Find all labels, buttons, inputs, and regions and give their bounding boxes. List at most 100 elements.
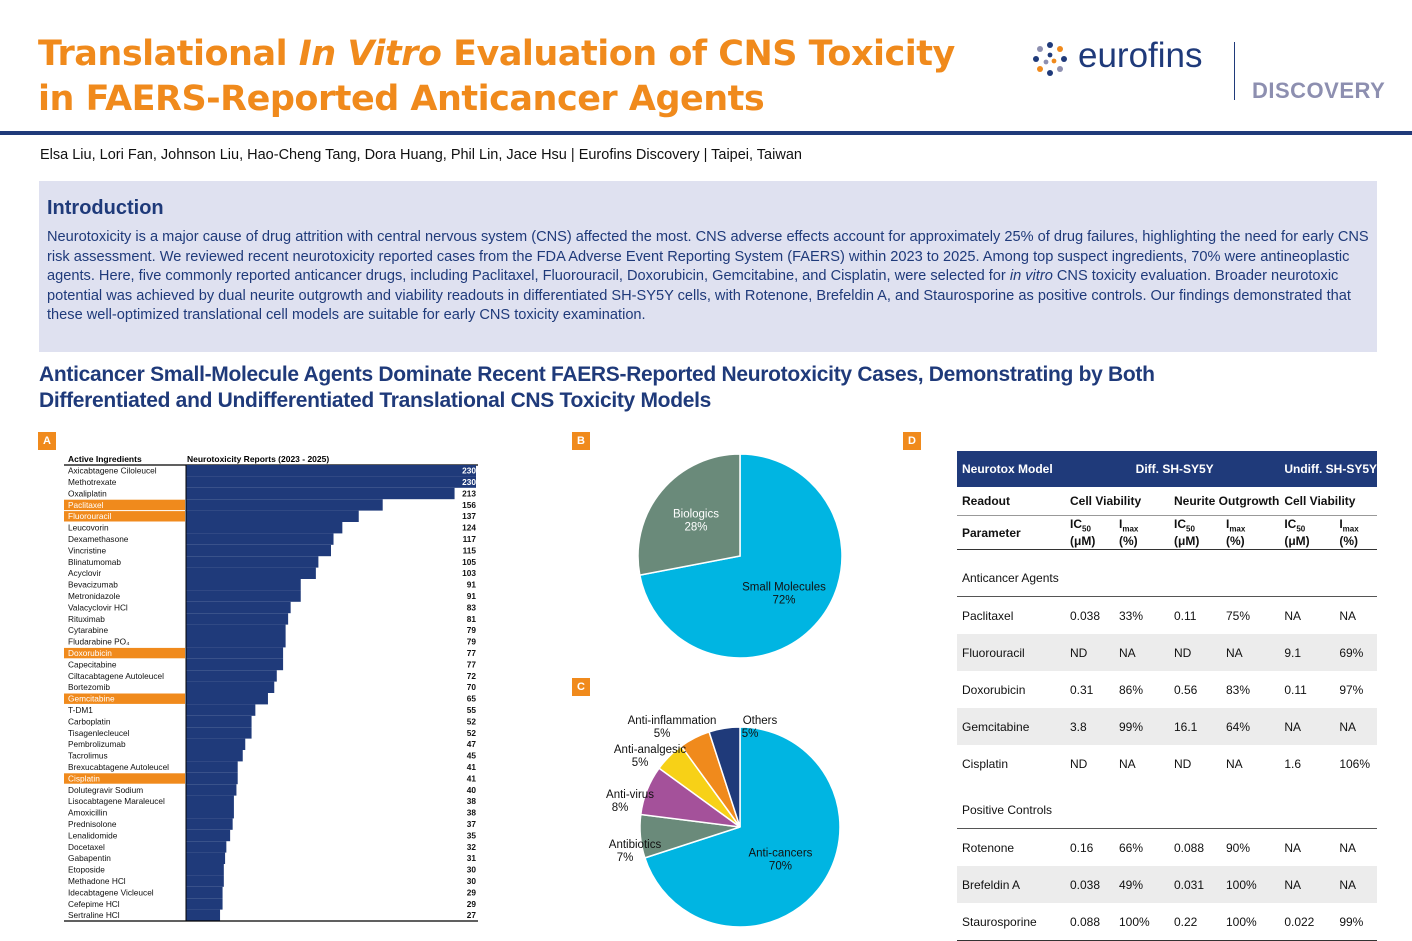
bar-category-label: Oxaliplatin (68, 488, 107, 498)
bar-col-header-ingredients: Active Ingredients (68, 454, 142, 464)
section-heading-line-2: Differentiated and Undifferentiated Tran… (39, 389, 712, 412)
bar (186, 601, 291, 614)
pie-slice-label: Anti-cancers (748, 847, 812, 859)
bar-category-label: Gemcitabine (68, 694, 115, 704)
pie-slice (708, 726, 741, 828)
bar-value-label: 37 (467, 819, 477, 829)
table-compound-cell: Staurosporine (957, 903, 1065, 941)
bar-value-label: 81 (467, 614, 477, 624)
bar-category-label: Gabapentin (68, 853, 111, 863)
table-row: Brefeldin A 0.038 49% 0.031 100% NA NA (957, 866, 1377, 903)
bar-value-label: 83 (467, 602, 477, 612)
table-group-row: Anticancer Agents (957, 549, 1377, 597)
bar-value-label: 91 (467, 591, 477, 601)
readout-undiff-viability: Cell Viability (1279, 487, 1377, 516)
pie-slice-label: Others (743, 715, 778, 727)
table-group-label: Positive Controls (957, 782, 1377, 829)
bar-category-label: Paclitaxel (68, 500, 104, 510)
table-header-row: Neurotox Model Diff. SH-SY5Y Undiff. SH-… (957, 451, 1377, 487)
bar-value-label: 137 (462, 511, 476, 521)
table-value-cell: 0.22 (1169, 903, 1221, 941)
bar (186, 727, 252, 739)
table-value-cell: 0.038 (1065, 866, 1114, 903)
table-row: Cisplatin ND NA ND NA 1.6 106% (957, 745, 1377, 782)
bar-category-label: Lisocabtagene Maraleucel (68, 796, 165, 806)
title-line-2: in FAERS-Reported Anticancer Agents (38, 79, 765, 119)
param-imax: Imax (%) (1220, 515, 1280, 550)
table-value-cell: 3.8 (1065, 708, 1114, 745)
pie-slice (643, 726, 841, 927)
bar (186, 647, 284, 659)
bar (186, 567, 316, 579)
bar-value-label: 77 (467, 648, 477, 658)
bar-category-label: Pembrolizumab (68, 739, 126, 749)
table-value-cell: 0.56 (1174, 682, 1198, 697)
table-value-cell: 9.1 (1279, 634, 1335, 671)
table-value-cell: 0.022 (1279, 903, 1335, 941)
pie-slice-pct: 72% (772, 594, 795, 606)
bar-category-label: Methotrexate (68, 477, 117, 487)
table-value-cell: ND (1174, 756, 1192, 771)
parameter-label: Parameter (957, 515, 1065, 550)
bar-value-label: 29 (467, 899, 477, 909)
bar-value-label: 35 (467, 830, 477, 840)
pie-slice-label: Anti-inflammation (628, 715, 717, 727)
table-value-cell: NA (1334, 866, 1377, 903)
bar-value-label: 41 (467, 762, 477, 772)
bar-label-highlight (64, 499, 185, 511)
bar (186, 761, 238, 773)
bar (186, 681, 275, 693)
logo-subtitle: DISCOVERY (1252, 78, 1386, 103)
bar-label-highlight (64, 773, 185, 784)
bar (186, 476, 476, 488)
bar (186, 499, 383, 511)
bar-category-label: Cefepime HCl (68, 899, 120, 909)
bar-value-label: 70 (467, 682, 477, 692)
param-ic50: IC50 (μM) (1279, 515, 1335, 550)
readout-label: Readout (957, 487, 1065, 516)
pie-slice-pct: 70% (769, 860, 792, 872)
authors-line: Elsa Liu, Lori Fan, Johnson Liu, Hao-Che… (40, 147, 802, 163)
bar-category-label: Bevacizumab (68, 580, 118, 590)
table-value-cell: 0.038 (1070, 608, 1101, 623)
bar (186, 510, 359, 522)
bar-category-label: Rituximab (68, 614, 105, 624)
table-value-cell: 0.11 (1284, 682, 1307, 697)
bar (186, 715, 252, 728)
param-imax: Imax (%) (1334, 515, 1377, 550)
table-group-row: Positive Controls (957, 782, 1377, 829)
table-compound-cell: Doxorubicin (962, 682, 1026, 697)
bar (186, 693, 268, 705)
bar (186, 579, 301, 591)
table-value-cell: ND (1169, 634, 1221, 671)
bar (186, 522, 343, 534)
table-value-cell: 90% (1225, 840, 1250, 855)
bar-category-label: Blinatumomab (68, 557, 121, 567)
bar (186, 852, 226, 864)
table-row: Staurosporine 0.088 100% 0.22 100% 0.022 99% (957, 903, 1377, 941)
table-value-cell: NA (1220, 634, 1280, 671)
table-value-cell: 99% (1334, 903, 1377, 941)
bar (186, 864, 224, 876)
bar-value-label: 115 (463, 545, 477, 555)
table-value-cell: NA (1339, 608, 1356, 623)
bar-value-label: 38 (467, 796, 477, 806)
param-ic50: IC50 (μM) (1065, 515, 1114, 550)
bar (186, 636, 286, 648)
table-compound-cell: Paclitaxel (962, 608, 1014, 623)
pie-slice-pct: 28% (684, 522, 707, 534)
introduction-box: Introduction Neurotoxicity is a major ca… (39, 181, 1377, 352)
bar-category-label: Methadone HCl (68, 876, 126, 886)
bar (186, 841, 227, 853)
bar (186, 556, 319, 568)
header-diff: Diff. SH-SY5Y (1065, 451, 1280, 487)
bar-value-label: 31 (467, 853, 477, 863)
intro-text-1: Neurotoxicity is a major cause of drug a… (47, 229, 1369, 285)
table-value-cell: NA (1339, 840, 1356, 855)
pie-slice-pct: 5% (632, 757, 649, 769)
bar-value-label: 105 (462, 557, 476, 567)
bar-category-label: Capecitabine (68, 659, 117, 669)
eurofins-logo: eurofins DISCOVERY (1030, 36, 1390, 106)
table-value-cell: 49% (1114, 866, 1169, 903)
bar-category-label: Valacyclovir HCl (68, 602, 128, 612)
